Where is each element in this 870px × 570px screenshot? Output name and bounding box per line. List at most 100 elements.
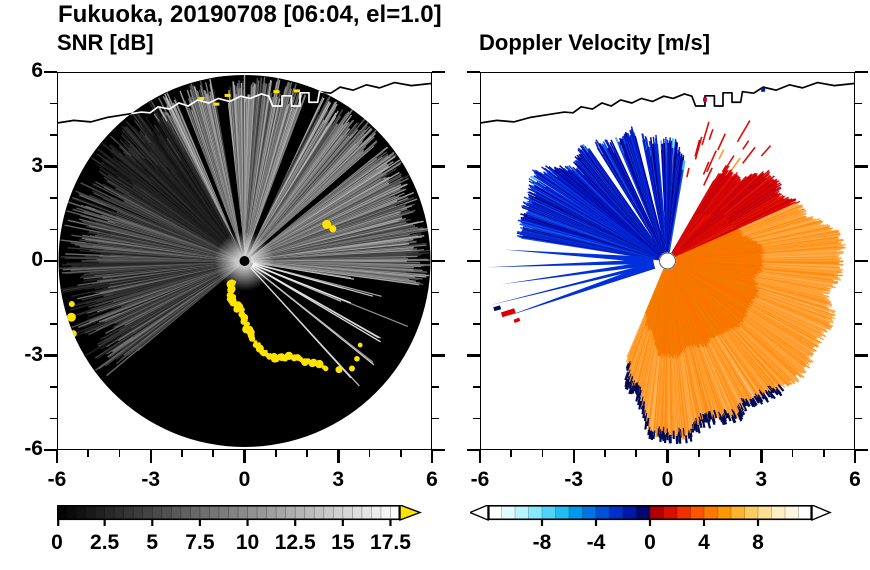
doppler-plot-area — [480, 72, 855, 450]
x-axis-tick-label: 3 — [755, 468, 768, 491]
axis-tick — [473, 386, 480, 388]
colorbar-tick-label: 0 — [644, 531, 656, 554]
axis-tick — [432, 259, 445, 263]
axis-tick — [855, 165, 868, 168]
y-axis-tick-label: 6 — [31, 59, 43, 82]
axis-tick — [44, 448, 57, 452]
axis-tick — [791, 450, 794, 457]
axis-tick — [666, 450, 669, 463]
axis-tick — [467, 354, 480, 357]
axis-tick — [478, 450, 482, 463]
axis-tick — [855, 417, 862, 420]
axis-tick — [855, 70, 868, 74]
axis-tick — [473, 291, 480, 294]
axis-tick — [760, 450, 763, 463]
x-axis-tick-label: -6 — [47, 468, 67, 491]
axis-tick — [243, 450, 246, 463]
axis-tick — [473, 134, 480, 136]
axis-tick — [181, 450, 183, 457]
axis-tick — [635, 450, 638, 457]
axis-tick — [855, 291, 862, 294]
snr-panel-title: SNR [dB] — [57, 30, 154, 55]
axis-tick — [467, 70, 480, 74]
axis-tick — [855, 259, 868, 263]
axis-tick — [432, 386, 439, 388]
axis-tick — [274, 450, 277, 457]
colorbar-tick-label: 7.5 — [185, 531, 215, 554]
colorbar-tick-label: 10 — [235, 531, 260, 554]
colorbar-tick-label: -4 — [586, 531, 606, 554]
axis-tick — [855, 228, 862, 231]
axis-tick — [855, 134, 862, 136]
axis-tick — [432, 291, 439, 294]
doppler-colorbar-canvas — [470, 505, 850, 529]
axis-tick — [44, 259, 57, 263]
axis-tick — [368, 450, 371, 457]
axis-tick — [432, 323, 439, 325]
axis-tick — [432, 70, 445, 74]
axis-tick — [44, 354, 57, 357]
colorbar-tick-label: 12.5 — [274, 531, 316, 554]
colorbar-tick-label: 15 — [331, 531, 355, 554]
axis-tick — [853, 450, 857, 463]
axis-tick — [432, 102, 439, 105]
axis-tick — [855, 386, 862, 388]
axis-tick — [855, 354, 868, 357]
x-axis-tick-label: -6 — [470, 468, 490, 491]
axis-tick — [467, 259, 480, 263]
x-axis-tick-label: -3 — [564, 468, 584, 491]
axis-tick — [467, 165, 480, 168]
axis-tick — [212, 450, 215, 457]
axis-tick — [50, 134, 57, 136]
doppler-colorbar: -8 -4 0 4 8 — [470, 505, 850, 567]
y-axis-tick-label: -3 — [24, 342, 43, 366]
axis-tick — [337, 450, 340, 463]
axis-tick — [473, 197, 480, 199]
axis-tick — [399, 450, 402, 457]
axis-tick — [855, 197, 862, 199]
axis-tick — [473, 323, 480, 325]
axis-tick — [432, 448, 445, 452]
x-axis-tick-label: 6 — [426, 468, 438, 491]
colorbar-tick-label: 5 — [146, 531, 159, 554]
axis-tick — [473, 417, 480, 420]
axis-tick — [50, 417, 57, 420]
axis-tick — [822, 450, 825, 457]
colorbar-tick-label: 0 — [51, 531, 63, 554]
axis-tick — [50, 102, 57, 105]
colorbar-tick-label: 4 — [698, 531, 710, 554]
snr-plot-area — [57, 72, 432, 450]
axis-tick — [50, 228, 57, 231]
figure-title: Fukuoka, 20190708 [06:04, el=1.0] — [58, 1, 442, 28]
doppler-panel-title: Doppler Velocity [m/s] — [479, 30, 711, 55]
snr-colorbar-canvas — [57, 505, 437, 529]
doppler-ppi-canvas — [480, 72, 855, 450]
axis-tick — [118, 450, 121, 457]
axis-tick — [50, 386, 57, 388]
x-axis-tick-label: -3 — [141, 468, 161, 491]
x-axis-tick-label: 0 — [238, 468, 251, 491]
axis-tick — [44, 165, 57, 168]
axis-tick — [44, 70, 57, 74]
axis-tick — [541, 450, 544, 457]
axis-tick — [855, 448, 868, 452]
axis-tick — [855, 102, 862, 105]
axis-tick — [697, 450, 700, 457]
axis-tick — [432, 197, 439, 199]
axis-tick — [50, 197, 57, 199]
y-axis-tick-label: 0 — [31, 248, 43, 271]
snr-ppi-canvas — [57, 72, 432, 450]
x-axis-tick-label: 6 — [849, 468, 861, 491]
colorbar-tick-label: -8 — [532, 531, 552, 554]
axis-tick — [87, 450, 90, 457]
snr-colorbar: 0 2.5 5 7.5 10 12.5 15 17.5 — [51, 505, 437, 567]
axis-tick — [572, 450, 575, 463]
x-axis-tick-label: 0 — [661, 468, 674, 491]
axis-tick — [729, 450, 731, 457]
axis-tick — [149, 450, 152, 463]
axis-tick — [55, 450, 59, 463]
axis-tick — [50, 323, 57, 325]
axis-tick — [473, 228, 480, 231]
axis-tick — [467, 448, 480, 452]
